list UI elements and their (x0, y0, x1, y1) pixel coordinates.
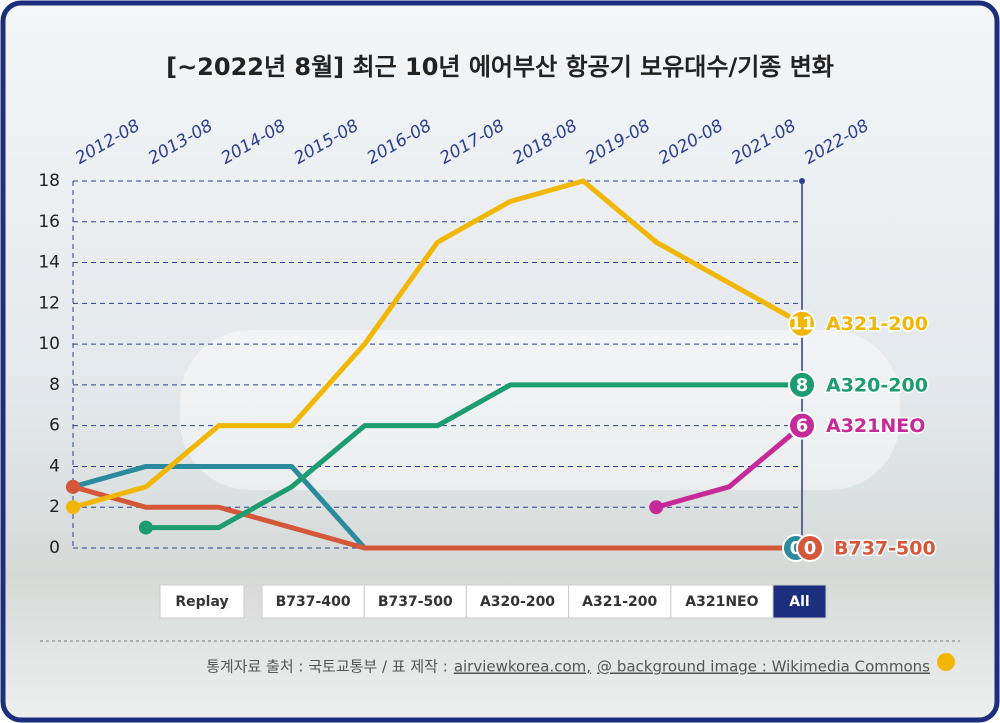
end-name: B737-500 (834, 538, 936, 560)
start-dot (138, 520, 153, 535)
y-tick-label: 8 (49, 375, 60, 395)
end-marker (788, 411, 816, 440)
source-link[interactable]: airviewkorea.com, (454, 658, 591, 676)
series-line (72, 178, 804, 510)
y-tick-label: 18 (38, 171, 60, 191)
chart-title: [~2022년 8월] 최근 10년 에어부산 항공기 보유대수/기종 변화 (166, 53, 834, 81)
button[interactable] (568, 584, 672, 619)
button-label[interactable]: All (789, 594, 809, 610)
end-name: A320-200 (826, 374, 928, 396)
button-label[interactable]: A321-200 (582, 594, 657, 610)
y-tick-label: 14 (38, 253, 60, 273)
end-name: A321NEO (826, 415, 925, 437)
source-link[interactable]: @ background image : Wikimedia Commons (597, 658, 930, 676)
end-name: A321-200 (826, 313, 928, 335)
end-value: 8 (796, 375, 809, 396)
end-value: 11 (789, 314, 814, 335)
y-tick-label: 16 (38, 212, 60, 232)
source-text: 통계자료 출처 : 국토교통부 / 표 제작 : (206, 658, 448, 676)
button-label[interactable]: B737-400 (276, 594, 351, 610)
start-dot (66, 479, 80, 494)
start-dot (66, 500, 80, 515)
background-plane (180, 330, 900, 490)
button-label[interactable]: A321NEO (685, 594, 758, 610)
button-label[interactable]: B737-500 (378, 594, 453, 610)
series-line (145, 382, 802, 531)
button[interactable] (670, 584, 774, 619)
button[interactable] (363, 584, 467, 619)
button-label[interactable]: A320-200 (480, 594, 555, 610)
end-marker (796, 534, 824, 562)
y-tick-label: 6 (49, 416, 60, 436)
end-value: 6 (796, 416, 809, 437)
button-label[interactable]: Replay (175, 594, 228, 610)
y-tick-label: 4 (49, 456, 60, 476)
y-tick-label: 0 (49, 538, 60, 558)
end-marker (788, 370, 816, 399)
logo (937, 653, 955, 671)
y-tick-label: 10 (38, 334, 60, 354)
series-line (655, 423, 804, 510)
button[interactable] (261, 584, 365, 619)
end-value: 0 (804, 538, 817, 559)
end-marker (788, 309, 816, 338)
current-dot (799, 178, 805, 184)
y-tick-label: 12 (38, 293, 60, 313)
y-tick-label: 2 (49, 497, 60, 517)
button[interactable] (772, 584, 827, 619)
series-line (72, 484, 802, 551)
button[interactable] (159, 584, 245, 619)
start-dot (649, 500, 664, 515)
